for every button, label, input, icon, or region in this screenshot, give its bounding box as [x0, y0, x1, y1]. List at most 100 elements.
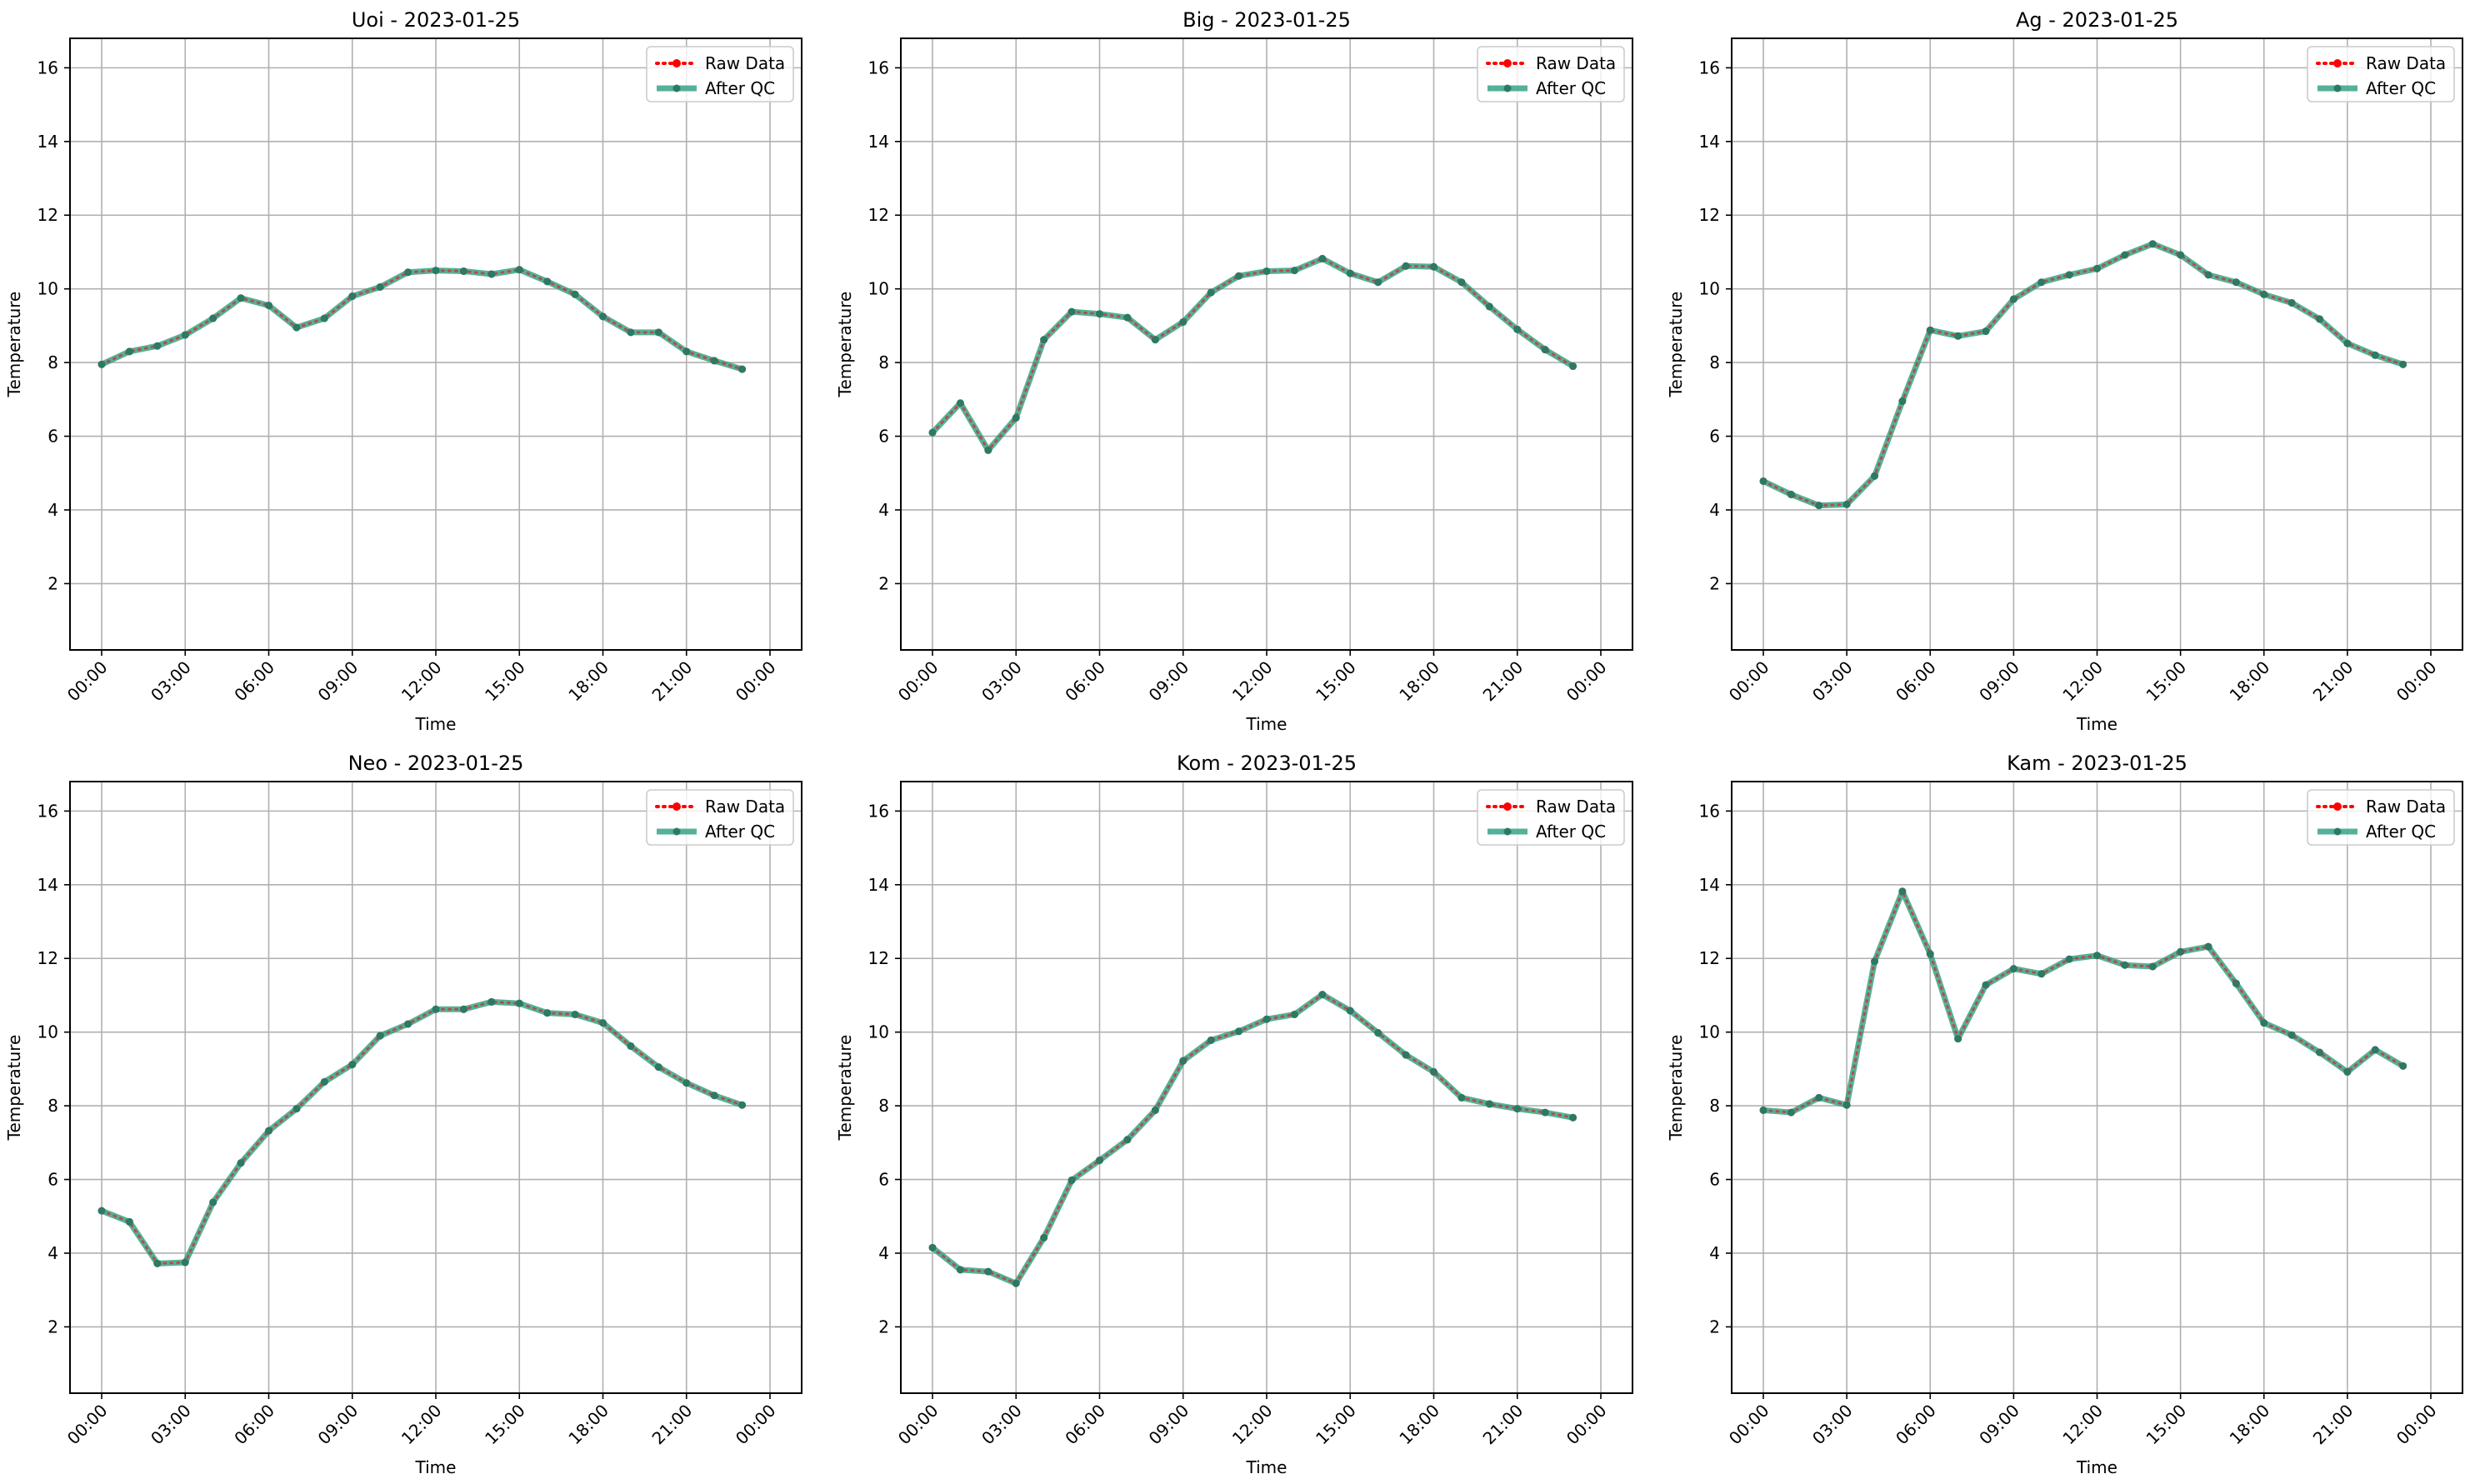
data-point-after-qc — [1513, 1105, 1522, 1113]
x-tick-label: 03:00 — [147, 1401, 195, 1449]
data-point-after-qc — [1954, 1035, 1962, 1043]
data-point-after-qc — [2343, 339, 2352, 347]
data-point-after-qc — [1759, 1106, 1768, 1114]
data-point-after-qc — [984, 446, 992, 454]
data-point-after-qc — [627, 328, 635, 337]
legend-label-after-qc: After QC — [705, 78, 775, 98]
chart-panel-5: 2 4 6 8 10 12 14 16 00:00 03:00 06:00 09:00 12:00 15:… — [835, 752, 1633, 1477]
data-point-after-qc — [1290, 267, 1298, 275]
data-point-after-qc — [488, 997, 496, 1006]
legend: Raw Data After QC — [2307, 46, 2455, 102]
x-tick-label: 15:00 — [481, 657, 529, 706]
x-tick-label: 12:00 — [1228, 1401, 1277, 1449]
data-point-after-qc — [1569, 1113, 1578, 1122]
x-tick-label: 06:00 — [1892, 657, 1940, 706]
data-point-after-qc — [459, 267, 468, 275]
data-point-after-qc — [1262, 1015, 1271, 1023]
data-point-after-qc — [1513, 325, 1522, 333]
data-point-after-qc — [98, 360, 106, 368]
x-tick-label: 21:00 — [1479, 1401, 1528, 1449]
legend: Raw Data After QC — [1477, 46, 1625, 102]
data-point-after-qc — [571, 290, 579, 298]
data-point-after-qc — [515, 999, 523, 1007]
legend-marker-after-qc — [1503, 827, 1512, 836]
data-point-after-qc — [292, 323, 301, 332]
data-point-after-qc — [1541, 346, 1549, 354]
data-point-after-qc — [1402, 262, 1410, 270]
chart-title: Uoi - 2023-01-25 — [352, 8, 520, 32]
chart-title: Neo - 2023-01-25 — [348, 752, 524, 775]
data-point-after-qc — [2316, 315, 2323, 323]
data-point-after-qc — [404, 1020, 412, 1028]
x-tick-label: 18:00 — [2226, 1401, 2274, 1449]
legend-label-raw-data: Raw Data — [705, 53, 785, 73]
data-point-after-qc — [265, 1127, 272, 1135]
data-point-after-qc — [571, 1010, 579, 1018]
data-point-after-qc — [1787, 490, 1795, 498]
legend-marker-after-qc — [2333, 84, 2342, 92]
y-tick-label: 6 — [1709, 427, 1720, 447]
chart-title: Kam - 2023-01-25 — [2007, 752, 2188, 775]
x-tick-label: 03:00 — [978, 1401, 1026, 1449]
y-tick-label: 2 — [48, 573, 58, 593]
x-tick-label: 21:00 — [648, 657, 697, 706]
legend-marker-raw-data — [2333, 59, 2342, 67]
data-point-after-qc — [928, 1243, 937, 1252]
y-tick-label: 16 — [868, 57, 889, 77]
y-tick-label: 4 — [48, 1243, 58, 1263]
data-point-after-qc — [459, 1005, 468, 1013]
series-line-after-qc — [1762, 888, 2405, 1116]
series-line-raw-data — [931, 992, 1575, 1286]
y-tick-label: 10 — [868, 1022, 889, 1042]
x-tick-label: 15:00 — [1312, 657, 1360, 706]
data-point-after-qc — [1759, 477, 1768, 485]
data-point-after-qc — [928, 428, 937, 437]
x-tick-label: 12:00 — [2058, 657, 2107, 706]
data-point-after-qc — [1179, 1057, 1188, 1065]
chart-panel-3: 2 4 6 8 10 12 14 16 00:00 03:00 06:00 09:00 12:00 15:… — [1666, 8, 2463, 734]
data-point-after-qc — [1096, 1157, 1103, 1165]
data-point-after-qc — [237, 1159, 245, 1167]
chart-panel-6: 2 4 6 8 10 12 14 16 00:00 03:00 06:00 09:00 12:00 15:… — [1666, 752, 2463, 1477]
x-tick-label: 09:00 — [314, 1401, 362, 1449]
data-point-after-qc — [1290, 1010, 1298, 1018]
y-tick-label: 16 — [38, 801, 58, 821]
data-point-after-qc — [956, 399, 964, 407]
axes-frame — [900, 37, 1633, 651]
data-point-after-qc — [515, 266, 523, 274]
y-tick-label: 14 — [868, 875, 889, 895]
x-axis-label: Time — [415, 714, 457, 734]
x-tick-label: 12:00 — [1228, 657, 1277, 706]
y-tick-label: 16 — [1699, 57, 1720, 77]
data-point-after-qc — [209, 314, 218, 322]
x-tick-label: 00:00 — [1562, 657, 1611, 706]
x-tick-label: 06:00 — [1061, 1401, 1109, 1449]
series-line-raw-data — [100, 268, 744, 371]
x-tick-label: 15:00 — [2142, 1401, 2190, 1449]
y-tick-label: 14 — [868, 132, 889, 152]
y-tick-label: 4 — [878, 500, 889, 520]
data-point-after-qc — [1235, 1027, 1243, 1036]
y-tick-label: 10 — [868, 279, 889, 299]
x-tick-label: 21:00 — [1479, 657, 1528, 706]
x-tick-label: 18:00 — [2226, 657, 2274, 706]
y-tick-label: 2 — [48, 1317, 58, 1337]
x-tick-label: 18:00 — [564, 657, 612, 706]
chart-title: Ag - 2023-01-25 — [2016, 8, 2178, 32]
data-point-after-qc — [2065, 271, 2073, 279]
series-line-raw-data — [1762, 887, 2405, 1114]
y-tick-label: 8 — [48, 352, 58, 372]
data-point-after-qc — [320, 314, 328, 322]
data-point-after-qc — [738, 1101, 747, 1109]
data-point-after-qc — [599, 312, 607, 321]
x-tick-label: 03:00 — [978, 657, 1026, 706]
data-point-after-qc — [2148, 962, 2157, 971]
axes-frame — [69, 781, 802, 1394]
y-axis-label: Temperature — [4, 1035, 24, 1142]
data-point-after-qc — [292, 1105, 301, 1113]
data-point-after-qc — [1842, 1101, 1851, 1109]
y-tick-label: 12 — [38, 948, 58, 968]
axes-frame — [1731, 781, 2463, 1394]
y-tick-label: 12 — [38, 205, 58, 225]
